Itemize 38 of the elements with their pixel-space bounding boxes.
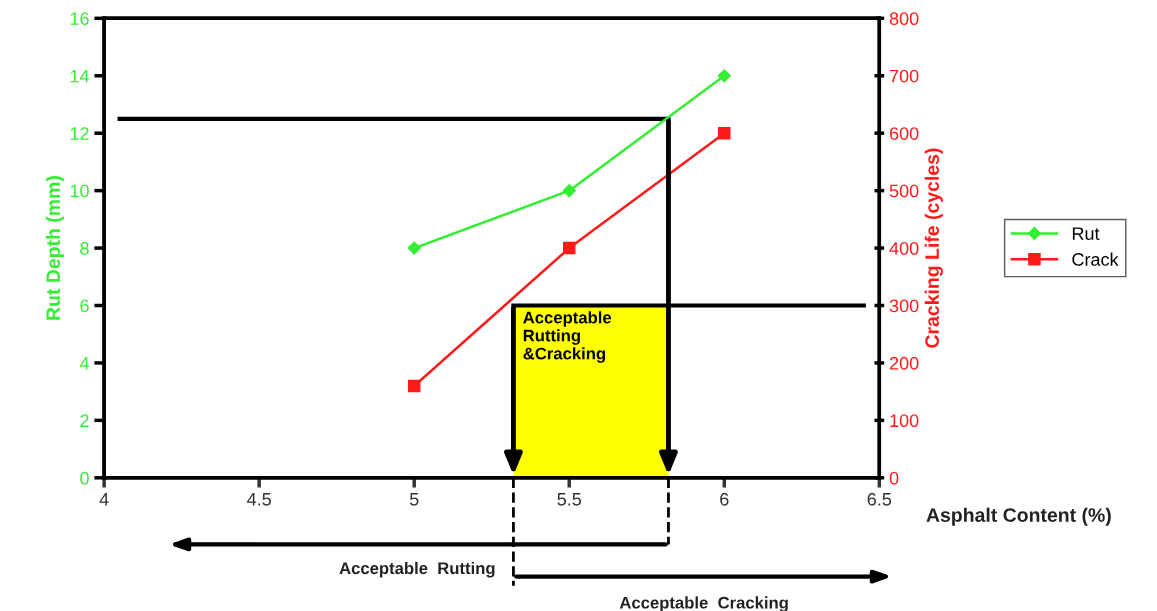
y2-tick-label: 700 bbox=[889, 69, 919, 83]
text: Acceptable Rutting bbox=[339, 561, 495, 578]
legend-label: Rut bbox=[1072, 227, 1100, 240]
y2-axis-title: Cracking Life (cycles) bbox=[924, 148, 943, 348]
y2-tick-label: 200 bbox=[889, 356, 919, 370]
x-tick-label: 4 bbox=[99, 493, 109, 506]
point bbox=[407, 379, 421, 393]
y2-tick-label: 500 bbox=[889, 184, 919, 198]
x-tick-label: 5 bbox=[409, 493, 419, 506]
y-tick-label: 8 bbox=[80, 242, 89, 255]
text: Acceptable Cracking bbox=[619, 596, 788, 611]
x-tick-label: 6.5 bbox=[867, 492, 892, 506]
y-tick-label: 16 bbox=[70, 12, 89, 26]
y-axis-title: Rut Depth (mm) bbox=[45, 176, 64, 320]
y-tick-label: 14 bbox=[70, 69, 90, 83]
y2-tick-label: 600 bbox=[889, 127, 919, 140]
legend-label: Crack bbox=[1072, 252, 1119, 266]
y2-tick-label: 100 bbox=[890, 414, 919, 428]
y2-tick-label: 800 bbox=[889, 12, 919, 26]
y2-tick-label: 300 bbox=[889, 299, 919, 313]
y-tick-label: 2 bbox=[80, 414, 89, 427]
y-tick-label: 4 bbox=[79, 357, 90, 370]
point bbox=[717, 69, 731, 83]
x-tick-label: 6 bbox=[720, 492, 729, 506]
y-tick-label: 10 bbox=[70, 184, 89, 198]
y-tick-label: 12 bbox=[70, 127, 89, 140]
point bbox=[718, 126, 731, 140]
point bbox=[562, 241, 576, 255]
y-tick-label: 6 bbox=[80, 299, 89, 313]
band-label: Acceptable Rutting &Cracking bbox=[523, 311, 612, 363]
x-tick-label: 4.5 bbox=[247, 493, 271, 506]
point bbox=[407, 241, 421, 255]
y-tick-label: 0 bbox=[80, 471, 89, 485]
y2-tick-label: 0 bbox=[889, 471, 899, 485]
y2-tick-label: 400 bbox=[889, 242, 919, 255]
point bbox=[562, 184, 576, 198]
x-axis-title: Asphalt Content (%) bbox=[926, 507, 1111, 526]
x-tick-label: 5.5 bbox=[557, 493, 582, 506]
